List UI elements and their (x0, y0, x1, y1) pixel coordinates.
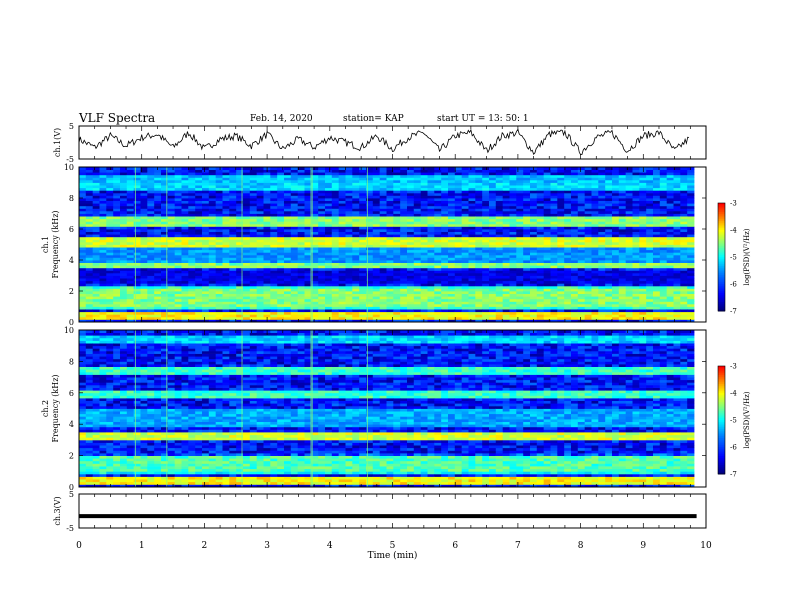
colorbar-1 (718, 203, 725, 312)
colorbar-tick-label: -3 (730, 200, 737, 208)
xlabel: Time (min) (368, 550, 418, 561)
ytick-label: 4 (69, 256, 74, 265)
ytick-label: 8 (69, 194, 74, 203)
ylabel: Frequency (kHz) (51, 374, 60, 442)
ytick-label: 6 (69, 225, 74, 234)
colorbar-label: log(PSD)(V²/Hz) (743, 391, 751, 448)
colorbar-tick-label: -4 (730, 390, 737, 398)
colorbar-tick-label: -5 (730, 254, 737, 262)
colorbar-2 (718, 366, 725, 475)
ytick-label: 4 (69, 420, 74, 429)
colorbar-tick-label: -6 (730, 444, 737, 452)
xtick-label: 10 (700, 541, 712, 551)
ytick-label: 0 (69, 318, 74, 327)
colorbar-frame (717, 202, 726, 312)
colorbar-tick-label: -5 (730, 417, 737, 425)
xtick-label: 2 (202, 541, 208, 551)
start-time-label: start UT = 13: 50: 1 (437, 114, 529, 124)
ytick-label: 2 (69, 452, 74, 461)
ytick-label: 8 (69, 357, 74, 366)
ytick-label: 5 (69, 490, 74, 499)
ytick-label: 5 (69, 122, 74, 131)
ch1-spectrogram-cells (79, 167, 695, 323)
ch3-panel-frame (78, 493, 707, 529)
ylabel: Frequency (kHz) (51, 210, 60, 278)
date-label: Feb. 14, 2020 (250, 114, 313, 124)
ylabel: ch.1 (41, 236, 50, 253)
ylabel: ch.3(V) (53, 496, 62, 525)
colorbar-tick-label: -3 (730, 363, 737, 371)
xtick-label: 9 (640, 541, 646, 551)
xtick-label: 0 (76, 541, 82, 551)
ytick-label: -5 (66, 155, 74, 164)
xtick-label: 5 (390, 541, 396, 551)
xtick-label: 8 (578, 541, 584, 551)
colorbar-tick-label: -7 (730, 471, 737, 479)
ylabel: ch.2 (41, 400, 50, 417)
ch1-signal-line (78, 128, 690, 155)
ytick-label: -5 (66, 524, 74, 533)
xtick-label: 3 (264, 541, 270, 551)
colorbar-tick-label: -6 (730, 281, 737, 289)
colorbar-tick-label: -4 (730, 227, 737, 235)
ylabel: ch.1(V) (53, 128, 62, 157)
ytick-label: 6 (69, 389, 74, 398)
ytick-label: 10 (64, 163, 74, 172)
ytick-label: 10 (64, 326, 74, 335)
chart-title: VLF Spectra (79, 111, 156, 125)
ytick-label: 0 (69, 483, 74, 492)
xtick-label: 1 (139, 541, 145, 551)
xtick-label: 7 (515, 541, 521, 551)
xtick-label: 6 (452, 541, 458, 551)
ch2-spectrogram-cells (79, 330, 695, 488)
ytick-label: 2 (69, 287, 74, 296)
station-label: station= KAP (343, 114, 404, 124)
colorbar-tick-label: -7 (730, 308, 737, 316)
colorbar-frame (717, 365, 726, 475)
xtick-label: 4 (327, 541, 333, 551)
colorbar-label: log(PSD)(V²/Hz) (743, 228, 751, 285)
